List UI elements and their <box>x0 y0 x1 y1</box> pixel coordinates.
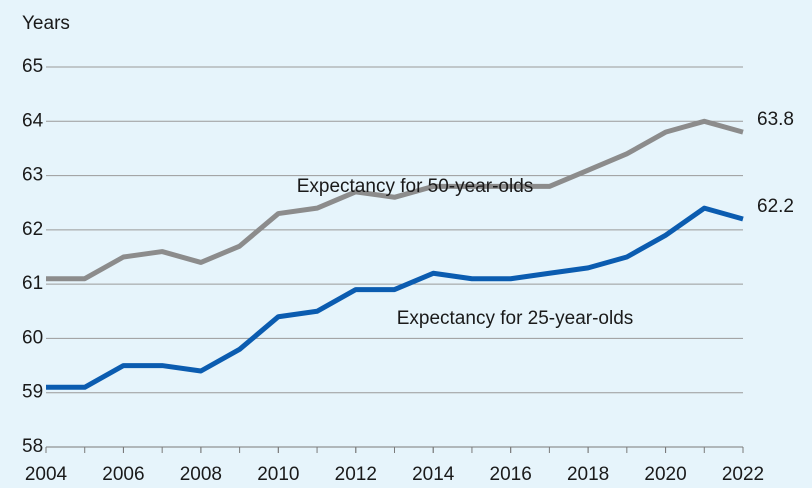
end-value-label: 62.2 <box>757 196 794 217</box>
x-tick-label: 2018 <box>567 464 609 485</box>
series-annotation: Expectancy for 25-year-olds <box>397 308 634 329</box>
x-tick-label: 2016 <box>490 464 532 485</box>
x-tick-label: 2022 <box>722 464 764 485</box>
y-tick-label: 65 <box>22 56 43 77</box>
y-tick-label: 60 <box>22 327 43 348</box>
series-line <box>46 205 744 390</box>
y-tick-label: 59 <box>22 382 43 403</box>
series-line <box>46 118 744 282</box>
x-tick-label: 2004 <box>25 464 68 485</box>
y-axis-label: Years <box>22 13 70 34</box>
y-tick-label: 58 <box>22 436 43 457</box>
y-tick-label: 62 <box>22 219 43 240</box>
x-tick-label: 2014 <box>412 464 455 485</box>
x-tick-label: 2012 <box>335 464 377 485</box>
x-tick-label: 2008 <box>180 464 222 485</box>
y-tick-label: 64 <box>22 110 44 131</box>
x-tick-label: 2020 <box>644 464 686 485</box>
end-value-label: 63.8 <box>757 109 794 130</box>
x-tick-label: 2006 <box>102 464 144 485</box>
series-annotation: Expectancy for 50-year-olds <box>297 176 534 197</box>
y-tick-label: 63 <box>22 165 43 186</box>
x-tick-label: 2010 <box>257 464 299 485</box>
y-tick-label: 61 <box>22 273 43 294</box>
